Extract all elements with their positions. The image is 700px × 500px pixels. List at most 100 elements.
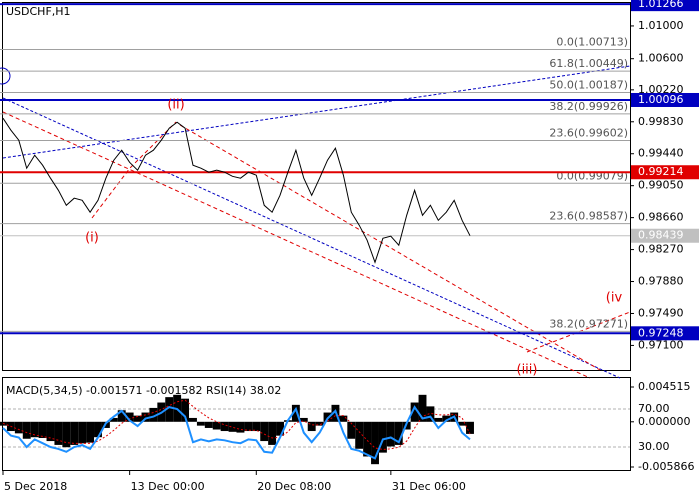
macd-bar bbox=[70, 421, 79, 445]
macd-bar bbox=[386, 421, 395, 447]
macd-bar bbox=[141, 412, 150, 422]
price-tag-label: 1.00096 bbox=[638, 93, 684, 106]
macd-bar bbox=[355, 421, 364, 449]
x-tick-label: 5 Dec 2018 bbox=[4, 480, 67, 493]
macd-bar bbox=[204, 421, 213, 428]
wave-line bbox=[91, 121, 177, 219]
price-tag-label: 0.98439 bbox=[638, 229, 684, 242]
macd-bar bbox=[236, 421, 245, 433]
y-tick-label: 0.000000 bbox=[638, 415, 691, 428]
macd-bar bbox=[109, 417, 118, 422]
macd-bar bbox=[307, 421, 316, 432]
macd-bar bbox=[165, 397, 174, 422]
macd-bar bbox=[244, 421, 253, 432]
wave-line bbox=[2, 111, 591, 379]
macd-bar bbox=[347, 421, 356, 439]
y-tick-label: 1.01000 bbox=[638, 19, 684, 32]
macd-bar bbox=[434, 417, 443, 422]
macd-bar bbox=[46, 421, 55, 442]
macd-bar bbox=[394, 421, 403, 445]
macd-bar bbox=[268, 421, 277, 445]
macd-bar bbox=[466, 421, 474, 434]
macd-bar bbox=[62, 421, 71, 448]
y-tick-label: 0.99440 bbox=[638, 147, 684, 160]
y2-tick-label: 70.00 bbox=[638, 402, 670, 415]
macd-bar bbox=[291, 404, 300, 422]
x-tick-label: 20 Dec 08:00 bbox=[257, 480, 331, 493]
macd-bar bbox=[315, 421, 324, 426]
macd-bar bbox=[78, 421, 87, 444]
macd-bar bbox=[117, 410, 126, 422]
y-tick-label: -0.005866 bbox=[638, 460, 694, 473]
fib-label: 61.8(1.00449) bbox=[549, 57, 628, 70]
y-tick-label: 0.99050 bbox=[638, 179, 684, 192]
fib-label: 38.2(0.97271) bbox=[549, 317, 628, 330]
price-tag bbox=[631, 228, 699, 243]
macd-bar bbox=[133, 415, 142, 422]
price-tag-label: 0.97248 bbox=[638, 326, 684, 339]
y-tick-label: 0.004515 bbox=[638, 380, 691, 393]
macd-bar bbox=[339, 415, 348, 422]
macd-bar bbox=[363, 421, 372, 457]
macd-bar bbox=[260, 421, 269, 442]
y-tick-label: 1.00600 bbox=[638, 52, 684, 65]
macd-bar bbox=[228, 421, 237, 432]
wave-label: (ii) bbox=[167, 98, 184, 113]
y-tick-label: 0.98660 bbox=[638, 211, 684, 224]
wave-label: (i) bbox=[85, 231, 99, 246]
wave-label: (iv bbox=[606, 291, 623, 306]
fib-label: 0.0(1.00713) bbox=[556, 35, 628, 48]
chart-title: USDCHF,H1 bbox=[6, 5, 71, 18]
y-tick-label: 0.99830 bbox=[638, 115, 684, 128]
price-tag bbox=[631, 0, 699, 12]
macd-bar bbox=[22, 421, 31, 439]
y-tick-label: 0.97880 bbox=[638, 275, 684, 288]
macd-bar bbox=[426, 406, 435, 422]
signal-line bbox=[2, 399, 471, 451]
macd-bar bbox=[371, 421, 379, 465]
price-tag-label: 0.99214 bbox=[638, 165, 684, 178]
price-tag-label: 1.01266 bbox=[638, 0, 684, 10]
macd-bar bbox=[30, 421, 39, 438]
macd-bar bbox=[94, 421, 102, 438]
macd-bar bbox=[14, 421, 23, 434]
wave-marker bbox=[0, 67, 11, 85]
fib-label: 23.6(0.98587) bbox=[549, 210, 628, 223]
y2-tick-label: 30.00 bbox=[638, 440, 670, 453]
wave-label: (iii) bbox=[517, 363, 538, 378]
y-tick-label: 0.97100 bbox=[638, 338, 684, 351]
channel-line bbox=[2, 97, 621, 379]
macd-bar bbox=[189, 417, 197, 422]
price-panel bbox=[2, 2, 631, 371]
rsi-line bbox=[2, 405, 471, 460]
macd-bar bbox=[378, 421, 387, 453]
macd-bar bbox=[276, 421, 284, 436]
channel-line bbox=[2, 65, 631, 159]
macd-bar bbox=[181, 398, 190, 422]
price-line bbox=[2, 117, 471, 264]
macd-bar bbox=[442, 415, 451, 422]
macd-bar bbox=[252, 421, 261, 432]
macd-bar bbox=[418, 394, 427, 422]
macd-bar bbox=[212, 421, 221, 430]
macd-bar bbox=[458, 421, 467, 426]
y-tick-label: 1.00220 bbox=[638, 83, 684, 96]
x-tick-label: 13 Dec 00:00 bbox=[131, 480, 205, 493]
macd-bar bbox=[299, 417, 308, 422]
fib-label: 50.0(1.00187) bbox=[549, 79, 628, 92]
y-tick-label: 0.97490 bbox=[638, 306, 684, 319]
wave-line bbox=[526, 311, 631, 353]
macd-bar bbox=[220, 421, 229, 432]
indicator-title: MACD(5,34,5) -0.001571 -0.001582 RSI(14)… bbox=[6, 384, 281, 397]
fib-label: 38.2(0.99926) bbox=[549, 100, 628, 113]
price-tag bbox=[631, 92, 699, 107]
y-tick-label: 0.98270 bbox=[638, 243, 684, 256]
macd-bar bbox=[410, 402, 419, 422]
macd-bar bbox=[149, 407, 158, 422]
macd-bar bbox=[54, 421, 63, 445]
price-tag bbox=[631, 165, 699, 180]
price-tag bbox=[631, 326, 699, 341]
macd-bar bbox=[86, 421, 95, 443]
